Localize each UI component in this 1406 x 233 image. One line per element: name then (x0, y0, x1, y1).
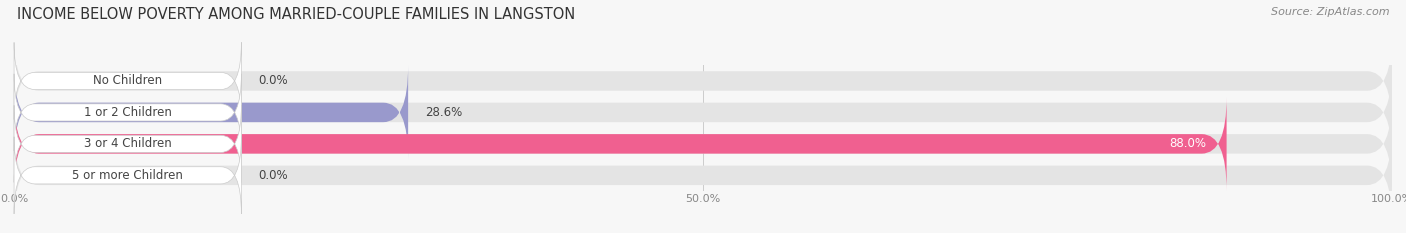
Text: 5 or more Children: 5 or more Children (72, 169, 183, 182)
FancyBboxPatch shape (14, 34, 1392, 128)
Text: 3 or 4 Children: 3 or 4 Children (84, 137, 172, 150)
FancyBboxPatch shape (14, 105, 242, 182)
Text: 88.0%: 88.0% (1168, 137, 1206, 150)
FancyBboxPatch shape (14, 97, 1226, 191)
FancyBboxPatch shape (14, 128, 1392, 222)
Text: No Children: No Children (93, 75, 162, 87)
FancyBboxPatch shape (14, 74, 242, 151)
Text: 0.0%: 0.0% (257, 169, 288, 182)
Text: 1 or 2 Children: 1 or 2 Children (84, 106, 172, 119)
Text: 28.6%: 28.6% (425, 106, 463, 119)
FancyBboxPatch shape (14, 137, 242, 214)
FancyBboxPatch shape (14, 65, 1392, 159)
Text: INCOME BELOW POVERTY AMONG MARRIED-COUPLE FAMILIES IN LANGSTON: INCOME BELOW POVERTY AMONG MARRIED-COUPL… (17, 7, 575, 22)
FancyBboxPatch shape (14, 97, 1392, 191)
FancyBboxPatch shape (14, 42, 242, 120)
Text: 0.0%: 0.0% (257, 75, 288, 87)
Text: Source: ZipAtlas.com: Source: ZipAtlas.com (1271, 7, 1389, 17)
FancyBboxPatch shape (14, 65, 408, 159)
